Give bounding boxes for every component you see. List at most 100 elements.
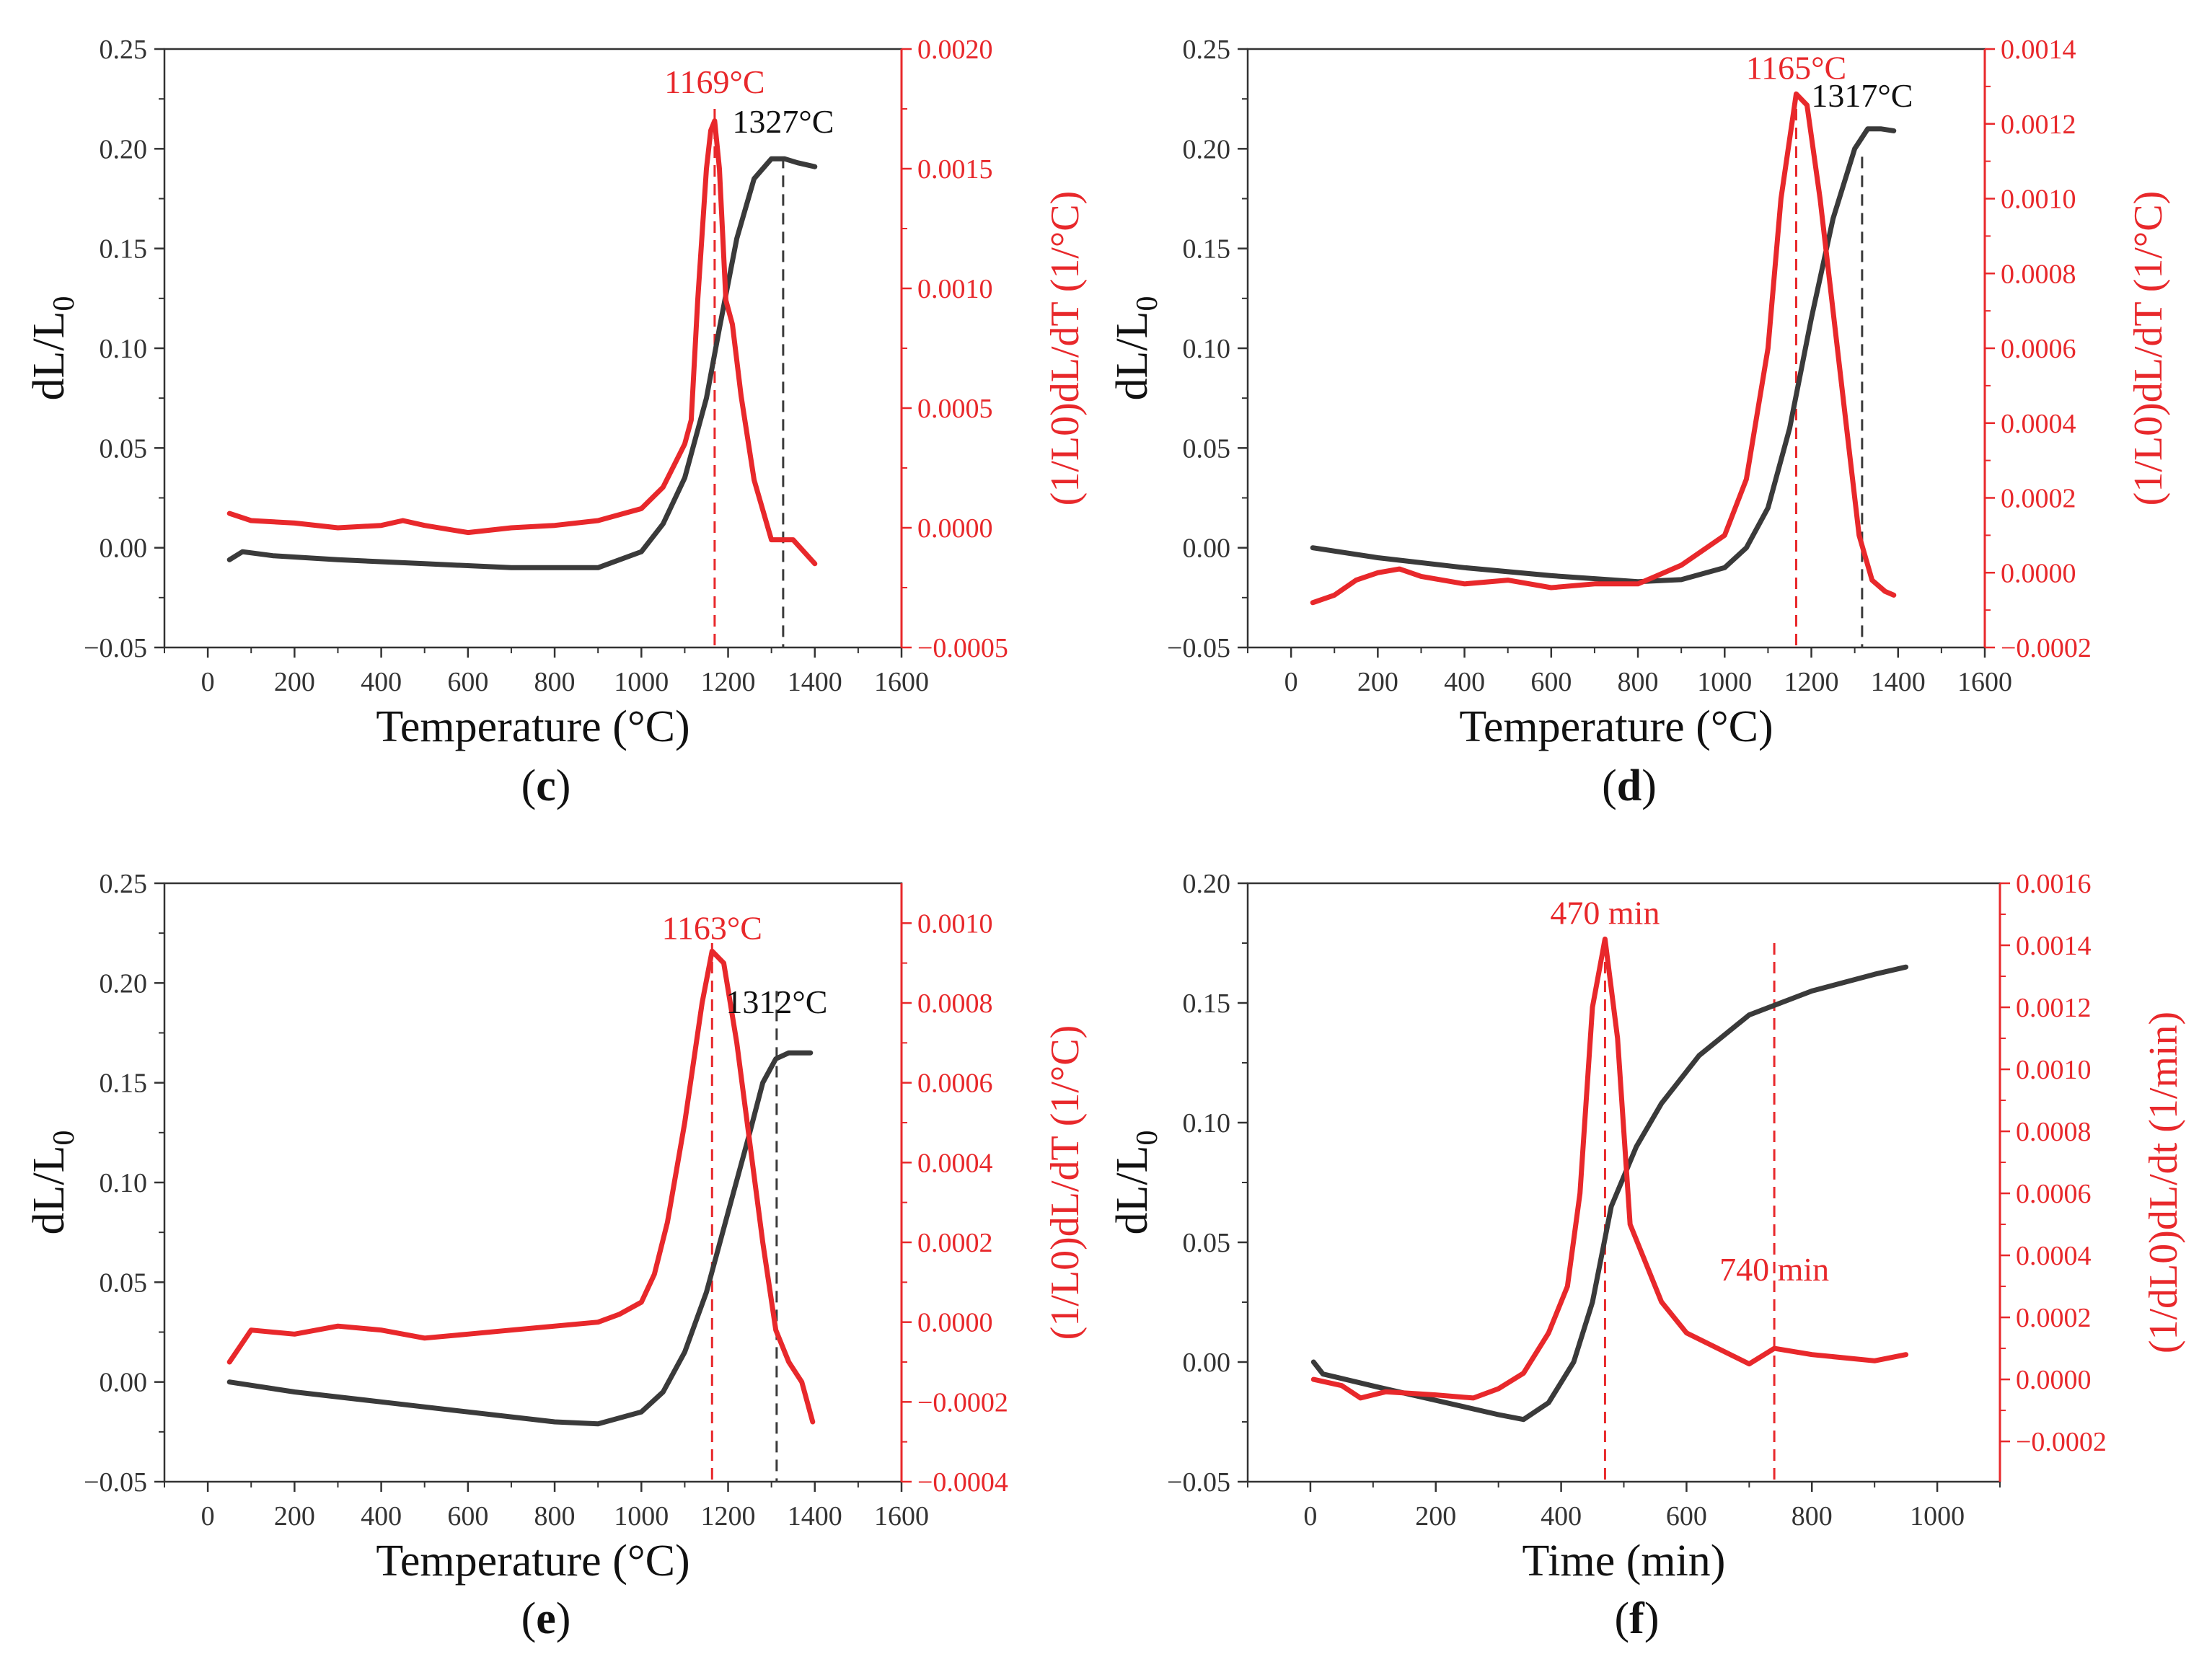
plot-frame [1246, 48, 1986, 649]
peak-annotation: 1317°C [1811, 77, 1913, 114]
y-tick-label: 0.15 [1183, 234, 1231, 265]
y-axis-title-main: dL/L [25, 1146, 74, 1235]
y-tick-label: 0.10 [1183, 1108, 1231, 1139]
y-tick-label: 0.00 [1183, 1348, 1231, 1378]
series-line-derivative [226, 118, 818, 567]
y-tick-label: 0.15 [100, 234, 148, 265]
y2-axis-title: (1/dL0)dL/dt (1/min) [2141, 1012, 2186, 1353]
x-tick-label: 0 [201, 667, 215, 697]
x-tick-label: 1400 [788, 667, 842, 697]
x-tick-label: 0 [201, 1501, 215, 1531]
peak-annotation: 1312°C [726, 983, 827, 1020]
y2-tick-label: 0.0008 [2016, 1117, 2092, 1147]
y-tick-label: 0.15 [1183, 989, 1231, 1019]
x-tick-label: 1400 [1871, 667, 1926, 697]
x-tick-label: 400 [361, 1501, 402, 1531]
x-tick-label: 1000 [1697, 667, 1752, 697]
y-tick-label: 0.00 [100, 1368, 148, 1398]
y-tick-label: 0.20 [1183, 869, 1231, 899]
panel-label-close: ) [556, 1594, 571, 1643]
x-tick-label: 800 [534, 667, 576, 697]
y2-tick-label: 0.0012 [2016, 993, 2092, 1023]
panel-label-close: ) [1644, 1594, 1660, 1643]
panel-label-open: ( [521, 1594, 537, 1643]
y2-tick-label: 0.0020 [917, 35, 993, 65]
y2-tick-label: 0.0005 [917, 394, 993, 424]
y-axis-title-sub: 0 [48, 296, 81, 311]
series-line-derivative [1310, 91, 1897, 606]
peak-annotation: 740 min [1719, 1251, 1829, 1288]
y2-tick-label: −0.0002 [917, 1387, 1008, 1418]
x-tick-label: 1200 [701, 1501, 756, 1531]
y2-tick-label: −0.0004 [917, 1467, 1008, 1498]
chart-panel-d: 0 200 400 600 800 1000 1200 1400 1600 −0.05 0.00 0.… [1108, 35, 2171, 810]
x-tick-label: 200 [1415, 1501, 1456, 1531]
chart-panel-c: 0 200 400 600 800 1000 1200 1400 1600 −0.05 0.00 0.… [25, 35, 1088, 810]
y-axis-title: dL/L0 [1108, 296, 1164, 401]
y2-tick-label: 0.0016 [2016, 869, 2092, 899]
series-line-derivative [226, 948, 816, 1425]
y2-tick-label: 0.0008 [917, 989, 993, 1019]
chart-panel-f: 0 200 400 600 800 1000 −0.05 0.00 0.05 0.10 0.15 0.… [1108, 869, 2186, 1643]
x-tick-label: 1600 [1957, 667, 2012, 697]
y-axis-title: dL/L0 [25, 1131, 81, 1235]
y2-tick-label: 0.0010 [2016, 1055, 2092, 1085]
peak-annotation: 1163°C [662, 909, 762, 946]
y2-tick-label: 0.0002 [2016, 1303, 2092, 1333]
y2-tick-label: 0.0010 [917, 274, 993, 304]
y2-axis-title: (1/L0)dL/dT (1/°C) [1043, 191, 1088, 506]
y-tick-label: 0.05 [100, 433, 148, 464]
x-tick-label: 1000 [614, 667, 669, 697]
x-tick-label: 400 [1444, 667, 1485, 697]
x-tick-label: 400 [1541, 1501, 1582, 1531]
y-tick-label: −0.05 [84, 1467, 147, 1498]
x-tick-label: 1200 [1784, 667, 1839, 697]
peak-annotation: 1327°C [732, 103, 834, 140]
y2-tick-label: 0.0002 [917, 1228, 993, 1258]
x-tick-label: 1600 [874, 1501, 929, 1531]
y2-tick-label: 0.0004 [917, 1148, 993, 1178]
y2-tick-label: 0.0000 [2001, 558, 2076, 588]
x-tick-label: 0 [1303, 1501, 1317, 1531]
x-tick-label: 600 [1530, 667, 1572, 697]
x-tick-label: 600 [1666, 1501, 1707, 1531]
y-axis-title-main: dL/L [1108, 1146, 1157, 1235]
x-axis-title: Temperature (°C) [376, 1537, 689, 1586]
y-tick-label: 0.10 [100, 334, 148, 364]
panel-label-open: ( [1602, 761, 1617, 810]
x-tick-label: 200 [274, 667, 315, 697]
y2-axis-title: (1/L0)dL/dT (1/°C) [2126, 191, 2171, 506]
y-tick-label: 0.25 [100, 869, 148, 899]
y-tick-label: 0.10 [1183, 334, 1231, 364]
y2-tick-label: 0.0006 [2016, 1179, 2092, 1209]
series-line-dl-l0 [1310, 964, 1909, 1423]
y-axis-title: dL/L0 [1108, 1131, 1164, 1235]
y-tick-label: 0.00 [1183, 534, 1231, 564]
series-line-derivative [1310, 936, 1909, 1401]
panel-label: (d) [1602, 761, 1657, 810]
y-axis-title-main: dL/L [25, 311, 74, 401]
y2-tick-label: −0.0002 [2016, 1427, 2107, 1457]
y-axis-title-sub: 0 [1131, 1131, 1164, 1146]
x-tick-label: 600 [447, 667, 488, 697]
y-tick-label: 0.15 [100, 1069, 148, 1099]
y-tick-label: −0.05 [84, 633, 147, 663]
x-tick-label: 400 [361, 667, 402, 697]
x-tick-label: 1000 [1910, 1501, 1965, 1531]
y-axis-title-sub: 0 [48, 1131, 81, 1146]
panel-label-letter: e [536, 1594, 556, 1643]
y-axis-title: dL/L0 [25, 296, 81, 401]
y2-tick-label: 0.0000 [917, 1308, 993, 1338]
x-tick-label: 200 [274, 1501, 315, 1531]
panel-label-open: ( [521, 761, 537, 810]
panel-label: (c) [521, 761, 571, 810]
y2-axis-title: (1/L0)dL/dT (1/°C) [1043, 1025, 1088, 1340]
peak-annotation: 1169°C [664, 63, 764, 100]
y-tick-label: −0.05 [1167, 633, 1230, 663]
y-tick-label: 0.10 [100, 1168, 148, 1198]
y2-tick-label: 0.0015 [917, 154, 993, 185]
panel-label: (f) [1615, 1594, 1660, 1643]
y2-tick-label: −0.0005 [917, 633, 1008, 663]
y2-tick-label: 0.0004 [2016, 1241, 2092, 1271]
